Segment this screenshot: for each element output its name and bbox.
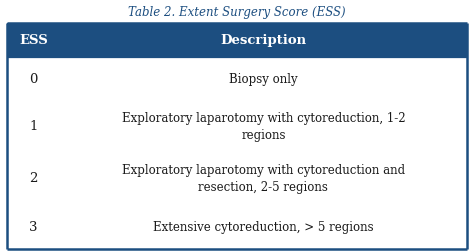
Text: ESS: ESS (19, 34, 48, 47)
Text: Exploratory laparotomy with cytoreduction and
resection, 2-5 regions: Exploratory laparotomy with cytoreductio… (122, 163, 405, 193)
Text: Biopsy only: Biopsy only (229, 73, 298, 85)
Text: 1: 1 (29, 120, 38, 133)
Text: Description: Description (220, 34, 307, 47)
Text: 0: 0 (29, 73, 38, 85)
Text: Exploratory laparotomy with cytoreduction, 1-2
regions: Exploratory laparotomy with cytoreductio… (122, 111, 405, 141)
Text: Extensive cytoreduction, > 5 regions: Extensive cytoreduction, > 5 regions (153, 220, 374, 233)
Text: 3: 3 (29, 220, 38, 233)
Text: Table 2. Extent Surgery Score (ESS): Table 2. Extent Surgery Score (ESS) (128, 6, 346, 19)
Text: 2: 2 (29, 171, 38, 184)
